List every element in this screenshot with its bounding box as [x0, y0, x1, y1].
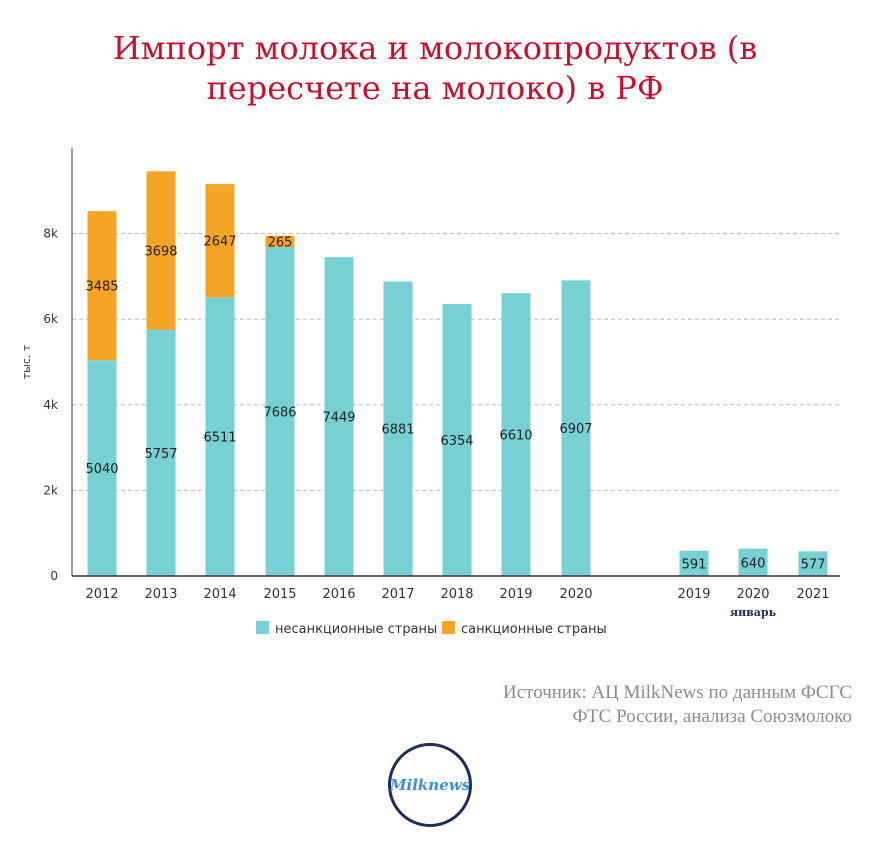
x-tick-label-5: 2017: [381, 587, 414, 602]
y-tick-label-1: 2k: [43, 483, 58, 497]
data-label-non-sanction-4: 7449: [322, 411, 355, 426]
bar-sanction-2014-2: [205, 184, 235, 298]
chart-title: Импорт молока и молокопродуктов (в перес…: [0, 28, 870, 108]
bar-non-sanction-2019-9: [679, 550, 709, 576]
x-tick-label-1: 2013: [144, 587, 177, 602]
bar-non-sanction-2012-0: [87, 360, 117, 576]
data-label-non-sanction-3: 7686: [263, 406, 296, 421]
data-label-non-sanction-10: 640: [741, 556, 766, 571]
x-tick-label-11: 2021: [796, 587, 829, 602]
legend-swatch-0: [256, 621, 269, 634]
x-tick-label-9: 2019: [677, 587, 710, 602]
x-tick-label-10: 2020: [736, 587, 769, 602]
title-line-2: пересчете на молоко) в РФ: [206, 69, 664, 107]
x-tick-label-2: 2014: [203, 587, 236, 602]
bar-non-sanction-2013-1: [146, 329, 176, 576]
bar-chart: 0 2k 4k 6k 8k тыс. т 3485 5040 2012 3698 5757 2013 2…: [20, 148, 840, 637]
y-tick-label-3: 6k: [43, 312, 58, 326]
bar-sanction-2013-1: [146, 171, 176, 330]
bar-non-sanction-2015-3: [265, 247, 295, 577]
y-tick-label-4: 8k: [43, 227, 58, 241]
bar-sanction-2015-3: [265, 235, 295, 248]
bar-non-sanction-2014-2: [205, 297, 235, 576]
x-tick-label-4: 2016: [322, 587, 355, 602]
bar-non-sanction-2019-7: [501, 293, 531, 576]
data-label-non-sanction-0: 5040: [85, 462, 118, 477]
x-tick-label-0: 2012: [85, 587, 118, 602]
bar-non-sanction-2018-6: [442, 304, 472, 576]
data-label-sanction-2: 2647: [203, 235, 236, 250]
bar-sanction-2012-0: [87, 211, 117, 361]
logo-text: Milknews: [389, 776, 471, 794]
bar-non-sanction-2017-5: [383, 281, 413, 576]
data-label-non-sanction-9: 591: [682, 557, 707, 572]
data-label-non-sanction-1: 5757: [144, 447, 177, 462]
x-tick-label-8: 2020: [559, 587, 592, 602]
bar-non-sanction-2020-10: [738, 548, 768, 576]
data-label-sanction-3: 265: [268, 235, 293, 250]
y-tick-label-0: 0: [50, 569, 58, 583]
bar-non-sanction-2016-4: [324, 257, 354, 576]
x-tick-label-3: 2015: [263, 587, 296, 602]
y-tick-label-2: 4k: [43, 398, 58, 412]
legend-swatch-1: [442, 621, 455, 634]
data-label-non-sanction-5: 6881: [381, 423, 414, 438]
source-line-2: ФТС России, анализа Союзмолоко: [572, 706, 853, 727]
source-line-1: Источник: АЦ MilkNews по данным ФСГС: [502, 682, 852, 703]
x-group-label-january: январь: [730, 606, 777, 619]
bar-non-sanction-2020-8: [561, 280, 591, 576]
legend-label-1: санкционные страны: [461, 622, 607, 637]
title-line-1: Импорт молока и молокопродуктов (в: [112, 29, 758, 67]
data-label-non-sanction-11: 577: [801, 558, 826, 573]
milknews-logo: Milknews: [388, 743, 472, 827]
data-label-non-sanction-8: 6907: [559, 422, 592, 437]
data-label-sanction-0: 3485: [85, 280, 118, 295]
x-tick-label-7: 2019: [499, 587, 532, 602]
data-label-sanction-1: 3698: [144, 244, 177, 259]
source-note: Источник: АЦ MilkNews по данным ФСГС ФТС…: [503, 681, 852, 729]
x-tick-label-6: 2018: [440, 587, 473, 602]
legend-label-0: несанкционные страны: [275, 622, 437, 637]
data-label-non-sanction-2: 6511: [203, 431, 236, 446]
bar-non-sanction-2021-11: [798, 551, 828, 576]
data-label-non-sanction-7: 6610: [499, 429, 532, 444]
data-label-non-sanction-6: 6354: [440, 434, 473, 449]
y-axis-label: тыс. т: [20, 344, 33, 379]
